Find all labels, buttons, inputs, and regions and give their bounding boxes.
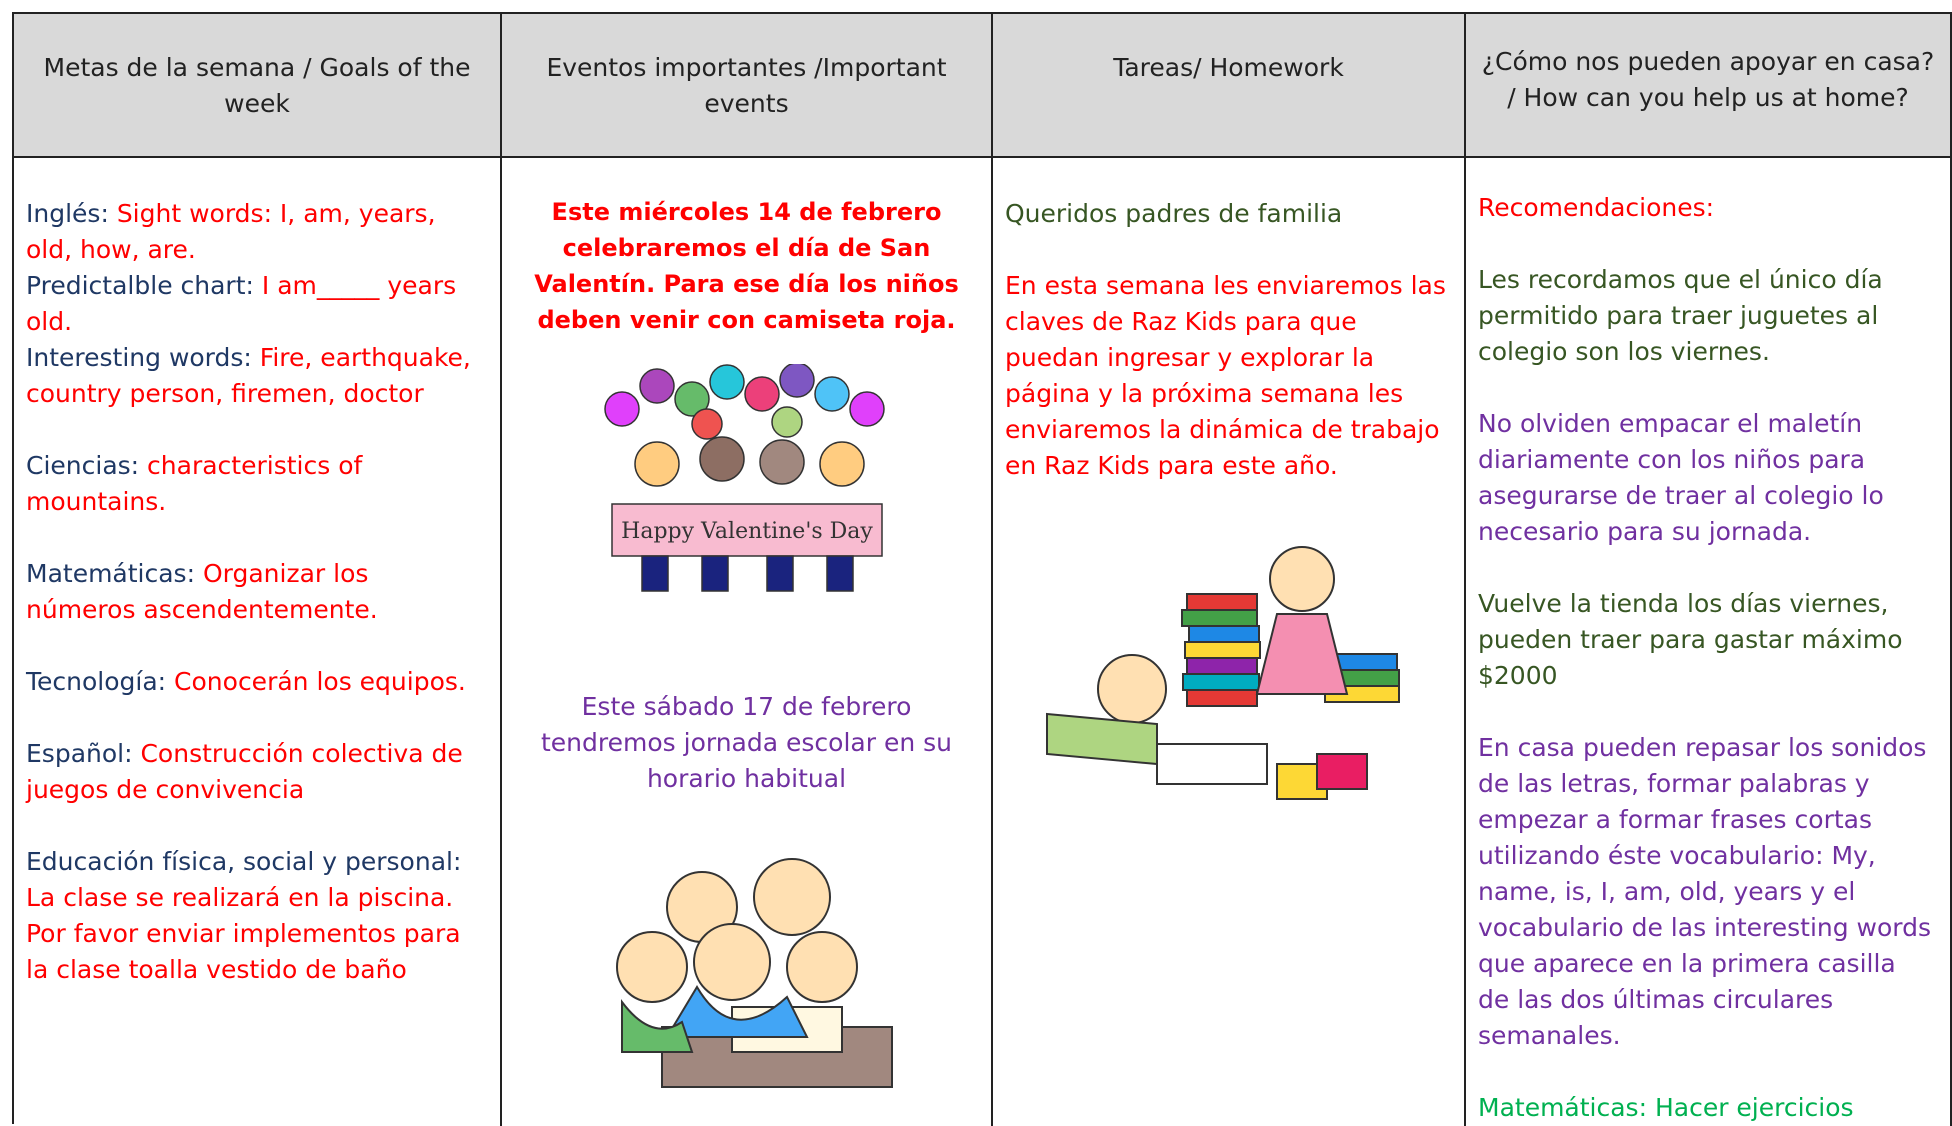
text-run: En esta semana les enviaremos las claves… [1005, 271, 1446, 480]
paragraph: Tecnología: Conocerán los equipos. [26, 664, 484, 700]
text-run: No olviden empacar el maletín diariament… [1478, 409, 1884, 546]
valentine-clipart: Happy Valentine's Day [603, 364, 885, 592]
text-run: Conocerán los equipos. [174, 667, 466, 696]
line: Queridos padres de familia [1005, 196, 1448, 232]
text-run: Ciencias: [26, 451, 148, 480]
paragraph: Ciencias: characteristics of mountains. [26, 448, 484, 520]
line: Inglés: Sight words: I, am, years, old, … [26, 196, 484, 268]
text-run: Predictalble chart: [26, 271, 262, 300]
header-cell: Eventos importantes /Important events [502, 14, 993, 158]
header-cell: Metas de la semana / Goals of the week [14, 14, 502, 158]
line: Este sábado 17 de febrero tendremos jorn… [514, 689, 979, 797]
paragraph: Matemáticas: Hacer ejercicios [1478, 1090, 1934, 1126]
line: Educación física, social y personal: La … [26, 844, 484, 988]
body-cell: Este miércoles 14 de febrero celebraremo… [502, 158, 993, 1126]
line: Español: Construcción colectiva de juego… [26, 736, 484, 808]
text-run: La clase se realizará en la piscina. Por… [26, 883, 461, 984]
text-run: I am_____ years old. [26, 271, 457, 336]
text-run: Matemáticas: [26, 559, 203, 588]
clipart-text: Happy Valentine's Day [621, 519, 873, 544]
line: Predictalble chart: I am_____ years old. [26, 268, 484, 340]
table: Metas de la semana / Goals of the week E… [12, 12, 1952, 1126]
paragraph: En esta semana les enviaremos las claves… [1005, 268, 1448, 484]
text-run: characteristics of mountains. [26, 451, 363, 516]
reading-kids-clipart [1045, 546, 1400, 800]
paragraph: En casa pueden repasar los sonidos de la… [1478, 730, 1934, 1054]
text-run: Construcción colectiva de juegos de conv… [26, 739, 463, 804]
body-cell: Inglés: Sight words: I, am, years, old, … [14, 158, 502, 1126]
paragraph: Queridos padres de familia [1005, 196, 1448, 232]
text-run: Inglés: [26, 199, 117, 228]
paragraph: Vuelve la tienda los días viernes, puede… [1478, 586, 1934, 694]
text-run: En casa pueden repasar los sonidos de la… [1478, 733, 1932, 1050]
line: En casa pueden repasar los sonidos de la… [1478, 730, 1934, 1054]
text-run: Este miércoles 14 de febrero celebraremo… [534, 198, 959, 334]
paragraph: Este sábado 17 de febrero tendremos jorn… [514, 689, 979, 797]
line: No olviden empacar el maletín diariament… [1478, 406, 1934, 550]
line: Vuelve la tienda los días viernes, puede… [1478, 586, 1934, 694]
line: Interesting words: Fire, earthquake, cou… [26, 340, 484, 412]
paragraph: Les recordamos que el único día permitid… [1478, 262, 1934, 370]
text-run: Fire, earthquake, country person, fireme… [26, 343, 471, 408]
line: En esta semana les enviaremos las claves… [1005, 268, 1448, 484]
text-run: Educación física, social y personal: [26, 847, 462, 876]
line: Matemáticas: Hacer ejercicios [1478, 1090, 1934, 1126]
line: Matemáticas: Organizar los números ascen… [26, 556, 484, 628]
text-run: Les recordamos que el único día permitid… [1478, 265, 1883, 366]
text-run: Interesting words: [26, 343, 260, 372]
line: Ciencias: characteristics of mountains. [26, 448, 484, 520]
kids-clipart [615, 858, 893, 1088]
text-run: Recomendaciones: [1478, 193, 1715, 222]
line: Este miércoles 14 de febrero celebraremo… [514, 194, 979, 338]
paragraph: Matemáticas: Organizar los números ascen… [26, 556, 484, 628]
line: Les recordamos que el único día permitid… [1478, 262, 1934, 370]
text-run: Vuelve la tienda los días viernes, puede… [1478, 589, 1903, 690]
paragraph: Este miércoles 14 de febrero celebraremo… [514, 194, 979, 338]
text-run: Matemáticas: Hacer ejercicios [1478, 1093, 1854, 1122]
text-run: Español: [26, 739, 141, 768]
body-cell: Queridos padres de familia En esta semana… [993, 158, 1466, 1126]
header-cell: ¿Cómo nos pueden apoyar en casa? / How c… [1466, 14, 1952, 158]
paragraph: Inglés: Sight words: I, am, years, old, … [26, 196, 484, 412]
text-run: Queridos padres de familia [1005, 199, 1343, 228]
text-run: Tecnología: [26, 667, 175, 696]
paragraph: Educación física, social y personal: La … [26, 844, 484, 988]
text-run: Este sábado 17 de febrero tendremos jorn… [541, 692, 952, 793]
text-run: Sight words: I, am, years, old, how, are… [26, 199, 436, 264]
line: Recomendaciones: [1478, 190, 1934, 226]
header-cell: Tareas/ Homework [993, 14, 1466, 158]
paragraph: Recomendaciones: [1478, 190, 1934, 226]
body-cell: Recomendaciones: Les recordamos que el ún… [1466, 158, 1952, 1126]
line: Tecnología: Conocerán los equipos. [26, 664, 484, 700]
text-run: Organizar los números ascendentemente. [26, 559, 378, 624]
paragraph: No olviden empacar el maletín diariament… [1478, 406, 1934, 550]
paragraph: Español: Construcción colectiva de juego… [26, 736, 484, 808]
